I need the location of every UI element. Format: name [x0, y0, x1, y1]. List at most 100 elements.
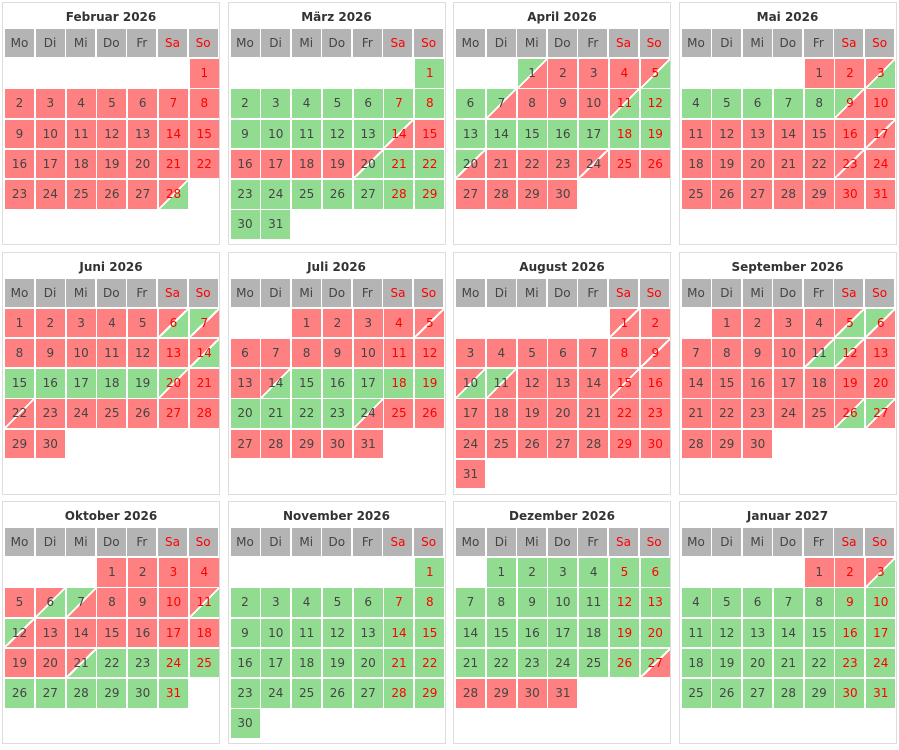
day-cell-booked[interactable]: 23	[743, 399, 773, 428]
day-cell-free[interactable]: 12	[712, 618, 742, 648]
day-cell-free[interactable]: 23	[322, 399, 352, 428]
day-cell-booked[interactable]: 19	[835, 369, 865, 398]
day-cell-booked[interactable]: 22	[517, 149, 547, 179]
day-cell-free[interactable]: 10	[866, 588, 896, 617]
day-cell-booked[interactable]: 30	[640, 429, 670, 459]
day-cell-booked[interactable]: 23	[640, 399, 670, 428]
day-cell-booked[interactable]: 15	[415, 119, 445, 149]
day-cell-free[interactable]: 9	[230, 119, 260, 149]
day-cell-booked[interactable]: 12	[712, 119, 742, 149]
day-cell-booked[interactable]: 30	[35, 429, 65, 459]
day-cell-free[interactable]: 15	[486, 618, 516, 648]
day-cell-booked[interactable]: 29	[517, 180, 547, 209]
day-cell-free[interactable]: 16	[322, 369, 352, 398]
day-cell-changeover[interactable]: 1	[609, 308, 639, 337]
day-cell-booked[interactable]: 23	[548, 149, 578, 179]
day-cell-booked[interactable]: 23	[35, 399, 65, 428]
day-cell-booked[interactable]: 14	[579, 369, 609, 398]
day-cell-changeover[interactable]: 23	[835, 149, 865, 179]
day-cell-changeover[interactable]: 22	[5, 399, 34, 428]
day-cell-arrival[interactable]: 7	[189, 308, 219, 337]
day-cell-booked[interactable]: 29	[486, 679, 516, 708]
day-cell-arrival[interactable]: 12	[5, 618, 34, 648]
day-cell-arrival[interactable]: 9	[835, 89, 865, 118]
day-cell-booked[interactable]: 22	[804, 149, 834, 179]
day-cell-free[interactable]: 5	[322, 588, 352, 617]
day-cell-free[interactable]: 14	[773, 618, 803, 648]
day-cell-free[interactable]: 4	[681, 588, 711, 617]
day-cell-free[interactable]: 18	[681, 648, 711, 678]
day-cell-free[interactable]: 11	[292, 119, 322, 149]
day-cell-departure[interactable]: 11	[804, 338, 834, 368]
day-cell-booked[interactable]: 12	[517, 369, 547, 398]
day-cell-free[interactable]: 4	[292, 588, 322, 617]
day-cell-free[interactable]: 17	[548, 618, 578, 648]
day-cell-booked[interactable]: 22	[189, 149, 219, 179]
day-cell-free[interactable]: 16	[517, 618, 547, 648]
day-cell-arrival[interactable]: 14	[384, 119, 414, 149]
day-cell-booked[interactable]: 31	[548, 679, 578, 708]
day-cell-booked[interactable]: 10	[158, 588, 188, 617]
day-cell-arrival[interactable]: 7	[486, 89, 516, 118]
day-cell-booked[interactable]: 7	[158, 89, 188, 118]
day-cell-booked[interactable]: 13	[158, 338, 188, 368]
day-cell-booked[interactable]: 31	[353, 429, 383, 459]
day-cell-booked[interactable]: 3	[353, 308, 383, 337]
day-cell-free[interactable]: 12	[322, 119, 352, 149]
day-cell-booked[interactable]: 2	[743, 308, 773, 337]
day-cell-booked[interactable]: 1	[189, 59, 219, 88]
day-cell-free[interactable]: 1	[415, 59, 445, 88]
day-cell-booked[interactable]: 27	[158, 399, 188, 428]
day-cell-booked[interactable]: 28	[486, 180, 516, 209]
day-cell-booked[interactable]: 14	[773, 119, 803, 149]
day-cell-arrival[interactable]: 20	[456, 149, 485, 179]
day-cell-booked[interactable]: 8	[712, 338, 742, 368]
day-cell-booked[interactable]: 15	[97, 618, 127, 648]
day-cell-booked[interactable]: 8	[189, 89, 219, 118]
day-cell-free[interactable]: 23	[230, 679, 260, 708]
day-cell-booked[interactable]: 26	[128, 399, 158, 428]
day-cell-free[interactable]: 27	[35, 679, 65, 708]
day-cell-free[interactable]: 20	[353, 648, 383, 678]
day-cell-free[interactable]: 20	[640, 618, 670, 648]
day-cell-booked[interactable]: 13	[230, 369, 260, 398]
day-cell-free[interactable]: 15	[292, 369, 322, 398]
day-cell-booked[interactable]: 20	[35, 648, 65, 678]
day-cell-free[interactable]: 24	[261, 679, 291, 708]
day-cell-free[interactable]: 28	[66, 679, 96, 708]
day-cell-free[interactable]: 18	[579, 618, 609, 648]
day-cell-booked[interactable]: 19	[322, 149, 352, 179]
day-cell-booked[interactable]: 21	[773, 149, 803, 179]
day-cell-free[interactable]: 24	[261, 180, 291, 209]
day-cell-booked[interactable]: 16	[5, 149, 34, 179]
day-cell-free[interactable]: 19	[609, 618, 639, 648]
day-cell-free[interactable]: 26	[322, 679, 352, 708]
day-cell-free[interactable]: 17	[261, 648, 291, 678]
day-cell-departure[interactable]: 3	[866, 59, 896, 88]
day-cell-free[interactable]: 4	[292, 89, 322, 118]
day-cell-booked[interactable]: 17	[261, 149, 291, 179]
day-cell-free[interactable]: 2	[230, 89, 260, 118]
day-cell-free[interactable]: 7	[773, 89, 803, 118]
day-cell-free[interactable]: 6	[743, 588, 773, 617]
day-cell-free[interactable]: 26	[609, 648, 639, 678]
day-cell-free[interactable]: 26	[322, 180, 352, 209]
day-cell-free[interactable]: 21	[384, 149, 414, 179]
day-cell-booked[interactable]: 4	[486, 338, 516, 368]
day-cell-free[interactable]: 27	[353, 679, 383, 708]
day-cell-booked[interactable]: 30	[517, 679, 547, 708]
day-cell-booked[interactable]: 21	[579, 399, 609, 428]
day-cell-booked[interactable]: 29	[5, 429, 34, 459]
day-cell-booked[interactable]: 1	[292, 308, 322, 337]
day-cell-free[interactable]: 24	[548, 648, 578, 678]
day-cell-booked[interactable]: 27	[743, 180, 773, 209]
day-cell-booked[interactable]: 17	[773, 369, 803, 398]
day-cell-free[interactable]: 25	[292, 180, 322, 209]
day-cell-booked[interactable]: 24	[35, 180, 65, 209]
day-cell-booked[interactable]: 8	[609, 338, 639, 368]
day-cell-free[interactable]: 27	[743, 679, 773, 708]
day-cell-booked[interactable]: 11	[66, 119, 96, 149]
day-cell-booked[interactable]: 15	[189, 119, 219, 149]
day-cell-booked[interactable]: 9	[35, 338, 65, 368]
day-cell-free[interactable]: 29	[415, 679, 445, 708]
